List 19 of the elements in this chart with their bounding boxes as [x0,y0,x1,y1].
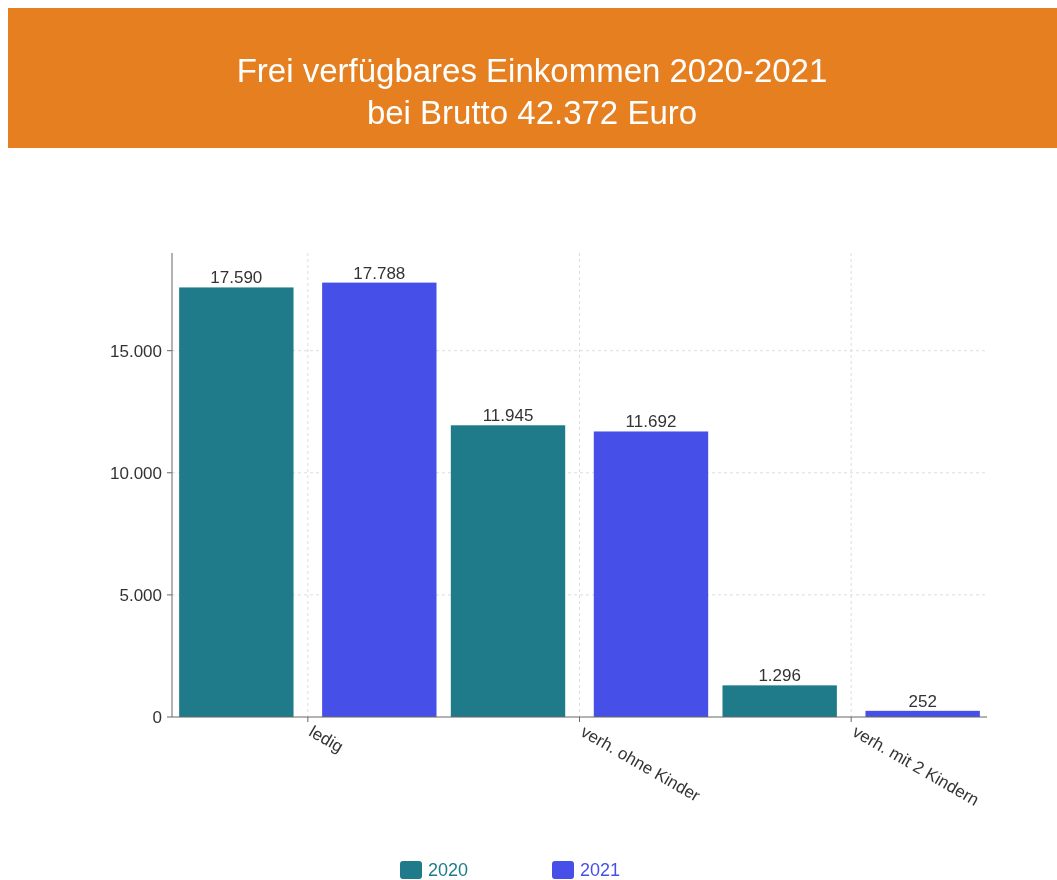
bar [593,431,709,717]
y-tick-label: 5.000 [119,585,162,605]
legend-label: 2021 [580,860,621,880]
data-label: 17.590 [210,268,263,288]
bar [179,287,294,717]
data-label: 1.296 [758,666,801,686]
y-tick-label: 0 [152,707,162,727]
data-label: 252 [908,691,937,711]
bar [450,425,566,717]
data-label: 11.945 [482,406,534,426]
bar [722,685,837,717]
y-tick-label: 10.000 [110,463,162,483]
chart-subtitle: bei Brutto 42.372 Euro [366,94,698,131]
data-label: 17.788 [353,263,406,283]
data-label: 11.692 [625,412,677,432]
y-tick-label: 15.000 [110,341,162,361]
legend-label: 2020 [428,860,469,880]
chart-title: Frei verfügbares Einkommen 2020-2021 [236,52,828,89]
bar [322,282,437,717]
